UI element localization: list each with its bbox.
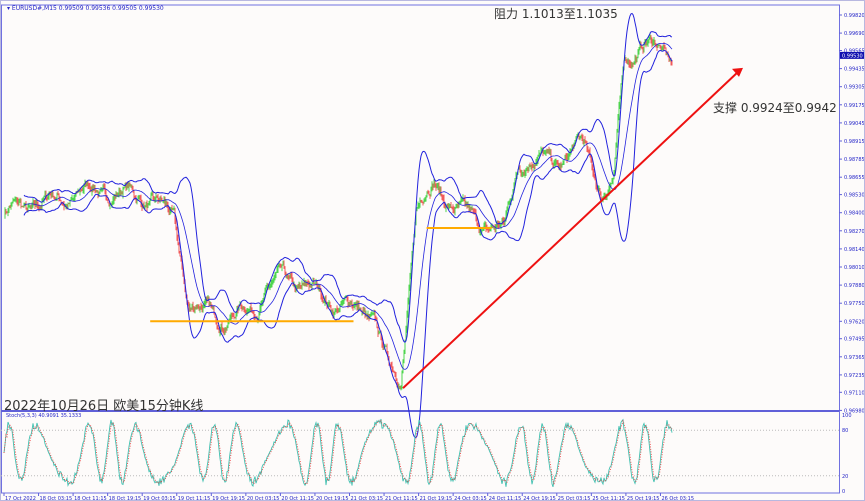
time-label: 24 Oct 03:15 <box>454 496 487 501</box>
price-label: 0.99435 <box>844 67 865 73</box>
price-label: 0.99820 <box>844 13 865 19</box>
current-price-badge <box>840 51 864 59</box>
trend-arrow-line <box>402 72 738 389</box>
symbol-info-text: EURUSD#,M15 0.99509 0.99536 0.99505 0.99… <box>11 5 164 12</box>
time-label: 19 Oct 03:15 <box>143 496 176 501</box>
price-label: 0.97365 <box>844 355 865 361</box>
time-label: 24 Oct 11:15 <box>489 496 522 501</box>
trend-arrow-head <box>732 67 743 77</box>
price-label: 0.98530 <box>844 193 865 199</box>
plot-frame <box>1 4 840 494</box>
price-label: 0.98010 <box>844 265 865 271</box>
stoch-level-label: 100 <box>842 413 852 419</box>
stoch-main-line <box>3 418 673 488</box>
time-label: 20 Oct 11:15 <box>281 496 314 501</box>
stoch-level-label: 0 <box>842 489 845 495</box>
price-label: 0.97495 <box>844 337 865 343</box>
price-label: 0.98785 <box>844 157 865 163</box>
stoch-signal-line <box>3 419 673 485</box>
price-label: 0.98270 <box>844 229 865 235</box>
time-label: 17 Oct 2022 <box>5 496 36 501</box>
price-label: 0.98140 <box>844 247 865 253</box>
stoch-label: Stoch(5,3,3) 40.9091 35.1333 <box>6 413 82 419</box>
time-label: 18 Oct 11:15 <box>74 496 107 501</box>
time-label: 21 Oct 19:15 <box>420 496 453 501</box>
time-label: 25 Oct 19:15 <box>627 496 660 501</box>
bollinger-lower <box>23 49 673 439</box>
price-label: 0.99690 <box>844 31 865 37</box>
price-label: 0.97750 <box>844 301 865 307</box>
time-label: 18 Oct 19:15 <box>109 496 142 501</box>
support-annotation: 支撑 0.9924至0.9942 <box>713 101 837 115</box>
time-label: 19 Oct 19:15 <box>212 496 245 501</box>
price-label: 0.99565 <box>844 49 865 55</box>
time-label: 25 Oct 03:15 <box>558 496 591 501</box>
bollinger-upper <box>23 12 673 343</box>
stoch-level-label: 20 <box>842 474 848 480</box>
time-label: 21 Oct 11:15 <box>385 496 418 501</box>
symbol-info: ▾ EURUSD#,M15 0.99509 0.99536 0.99505 0.… <box>7 5 164 12</box>
price-label: 0.98655 <box>844 175 865 181</box>
time-label: 24 Oct 19:15 <box>523 496 556 501</box>
price-label: 0.99045 <box>844 121 865 127</box>
price-label: 0.99175 <box>844 103 865 109</box>
current-price-label: 0.99530 <box>842 53 863 59</box>
time-label: 21 Oct 03:15 <box>351 496 384 501</box>
moving-average <box>23 43 673 370</box>
price-label: 0.97110 <box>844 390 865 396</box>
price-label: 0.97235 <box>844 373 865 379</box>
time-label: 26 Oct 03:15 <box>661 496 694 501</box>
time-label: 20 Oct 03:15 <box>247 496 280 501</box>
time-label: 19 Oct 11:15 <box>178 496 211 501</box>
stoch-level-label: 80 <box>842 428 848 434</box>
price-label: 0.98915 <box>844 139 865 145</box>
time-label: 25 Oct 11:15 <box>592 496 625 501</box>
time-label: 18 Oct 03:15 <box>40 496 73 501</box>
resistance-annotation: 阻力 1.1013至1.1035 <box>494 7 618 21</box>
price-label: 0.98400 <box>844 211 865 217</box>
price-label: 0.96980 <box>844 408 865 414</box>
price-label: 0.97620 <box>844 319 865 325</box>
price-label: 0.97880 <box>844 283 865 289</box>
price-label: 0.99305 <box>844 85 865 91</box>
time-label: 20 Oct 19:15 <box>316 496 349 501</box>
chart-caption: 2022年10月26日 欧美15分钟K线 <box>4 399 204 414</box>
